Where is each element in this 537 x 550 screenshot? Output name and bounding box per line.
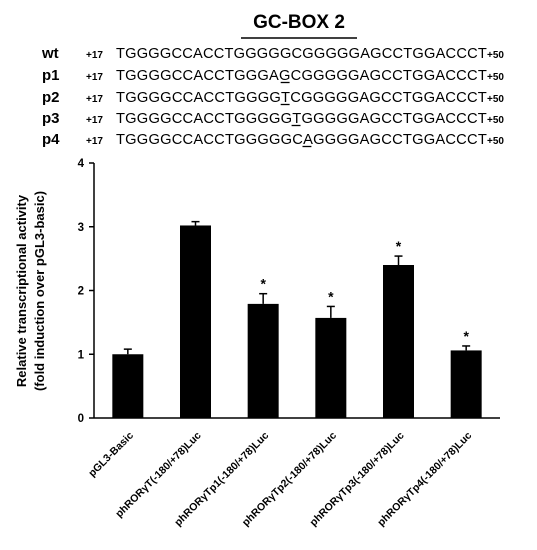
sequence-end-position: +50 <box>487 72 504 83</box>
sequence-row-p4: p4 +17 TGGGGCCACCTGGGGGCAGGGGAGCCTGGACCCT +… <box>42 131 504 148</box>
y-tick-label: 3 <box>78 222 84 234</box>
bar <box>450 350 482 418</box>
sequence-text: TGGGGCCACCTGGGGGCGGGGGAGCCTGGACCCT <box>116 46 487 62</box>
sequence-text: TGGGGCCACCTGGGGGTGGGGGAGCCTGGACCCT <box>116 111 487 127</box>
sequence-row-wt: wt +17 TGGGGCCACCTGGGGGCGGGGGAGCCTGGACCCT +… <box>41 45 504 62</box>
sequence-start-position: +17 <box>86 94 103 105</box>
sequence-end-position: +50 <box>487 136 504 147</box>
sequence-start-position: +17 <box>86 50 103 61</box>
y-axis-label-line2: (fold induction over pGL3-basic) <box>32 191 47 391</box>
sequence-row-p3: p3 +17 TGGGGCCACCTGGGGGTGGGGGAGCCTGGACCCT +… <box>42 110 504 127</box>
y-axis: 0 1 2 3 4 <box>78 158 500 425</box>
bar <box>383 265 414 418</box>
sequence-start-position: +17 <box>86 115 103 126</box>
sequence-alignment: wt +17 TGGGGCCACCTGGGGGCGGGGGAGCCTGGACCCT +… <box>41 45 504 148</box>
x-tick-labels: pGL3-BasicphRORγT(-180/+78)LucphRORγTp1(… <box>86 430 474 529</box>
sequence-end-position: +50 <box>487 50 504 61</box>
sequence-row-p2: p2 +17 TGGGGCCACCTGGGGTCGGGGGAGCCTGGACCCT +… <box>42 89 504 106</box>
bar <box>247 303 279 418</box>
sequence-end-position: +50 <box>487 94 504 105</box>
sequence-start-position: +17 <box>86 72 103 83</box>
y-tick-label: 0 <box>78 413 84 425</box>
bar <box>315 317 347 418</box>
x-tick-label: pGL3-Basic <box>86 430 136 480</box>
sequence-text: TGGGGCCACCTGGGAGCGGGGGAGCCTGGACCCT <box>116 68 487 84</box>
sequence-label: wt <box>41 45 59 62</box>
sequence-text: TGGGGCCACCTGGGGTCGGGGGAGCCTGGACCCT <box>116 90 487 106</box>
sequence-text: TGGGGCCACCTGGGGGCAGGGGAGCCTGGACCCT <box>116 132 487 148</box>
bar <box>180 225 211 418</box>
significance-marker: * <box>396 238 402 254</box>
bar-chart: 0 1 2 3 4 * * * * pGL3-BasicphRORγT(-180/+78)Lu… <box>14 158 500 529</box>
y-tick-label: 2 <box>78 286 84 298</box>
sequence-label: p4 <box>42 131 60 148</box>
bar <box>112 354 144 418</box>
y-tick-label: 1 <box>78 349 85 361</box>
y-tick-label: 4 <box>78 158 85 170</box>
significance-marker: * <box>260 276 266 292</box>
sequence-start-position: +17 <box>86 136 103 147</box>
sequence-label: p3 <box>42 110 60 127</box>
sequence-label: p2 <box>42 89 60 106</box>
significance-marker: * <box>463 328 469 344</box>
sequence-end-position: +50 <box>487 115 504 126</box>
bars: * * * * <box>112 220 482 418</box>
significance-marker: * <box>328 288 334 304</box>
gc-box-title: GC-BOX 2 <box>253 12 345 33</box>
sequence-row-p1: p1 +17 TGGGGCCACCTGGGAGCGGGGGAGCCTGGACCCT +… <box>42 67 504 84</box>
y-axis-label-line1: Relative transcriptional activity <box>14 194 29 387</box>
sequence-label: p1 <box>42 67 60 84</box>
